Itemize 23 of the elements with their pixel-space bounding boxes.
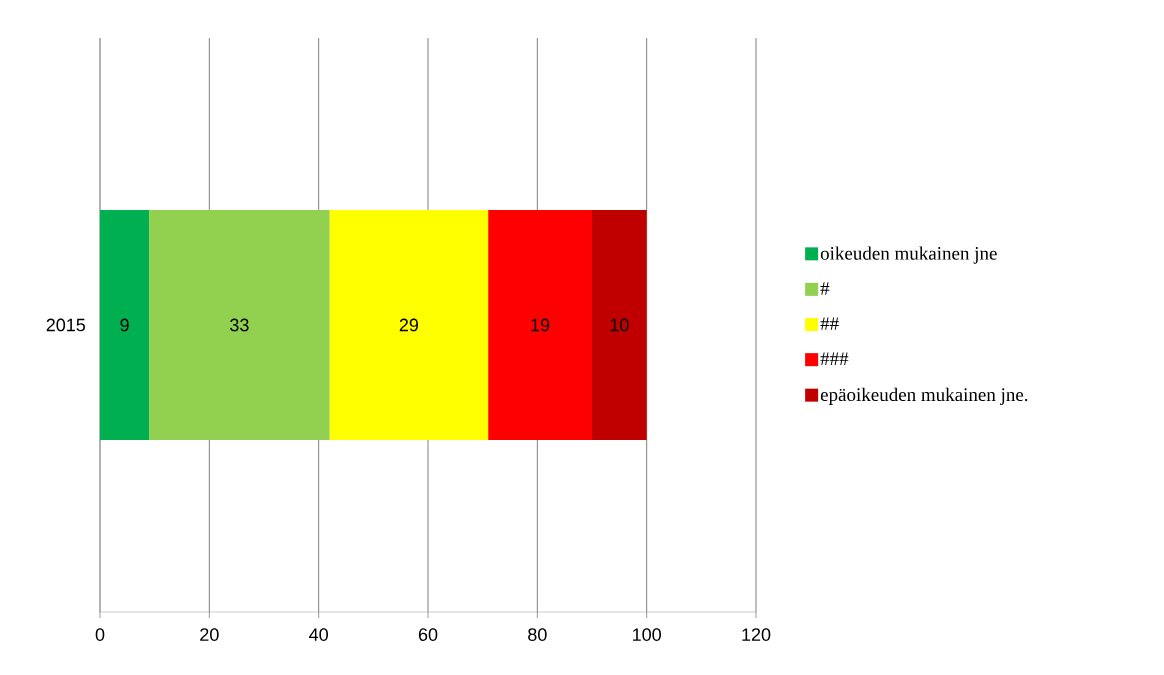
data-label: 29 bbox=[399, 318, 419, 332]
legend-label: ## bbox=[820, 317, 839, 330]
x-tick-label: 100 bbox=[633, 628, 661, 641]
data-label: 19 bbox=[531, 318, 550, 332]
x-tick-label: 0 bbox=[95, 628, 105, 641]
legend-label: ### bbox=[820, 352, 849, 366]
x-tick-label: 60 bbox=[418, 628, 438, 641]
bar bbox=[488, 210, 593, 440]
x-tick-label: 120 bbox=[742, 628, 771, 641]
bar bbox=[100, 210, 150, 440]
bar bbox=[592, 210, 647, 440]
x-tick-label: 40 bbox=[309, 628, 328, 641]
x-tick-label: 20 bbox=[200, 628, 219, 641]
data-label: 33 bbox=[230, 318, 249, 332]
bar bbox=[149, 210, 330, 440]
data-label: 10 bbox=[610, 318, 629, 332]
bar bbox=[329, 210, 489, 440]
legend-label: oikeuden mukainen jne bbox=[820, 246, 997, 264]
x-tick-label: 80 bbox=[528, 628, 547, 641]
legend-label: epäoikeuden mukainen jne. bbox=[820, 387, 1028, 405]
legend-label: # bbox=[820, 282, 830, 295]
y-tick-label: 2015 bbox=[46, 318, 86, 332]
data-label: 9 bbox=[120, 318, 129, 332]
